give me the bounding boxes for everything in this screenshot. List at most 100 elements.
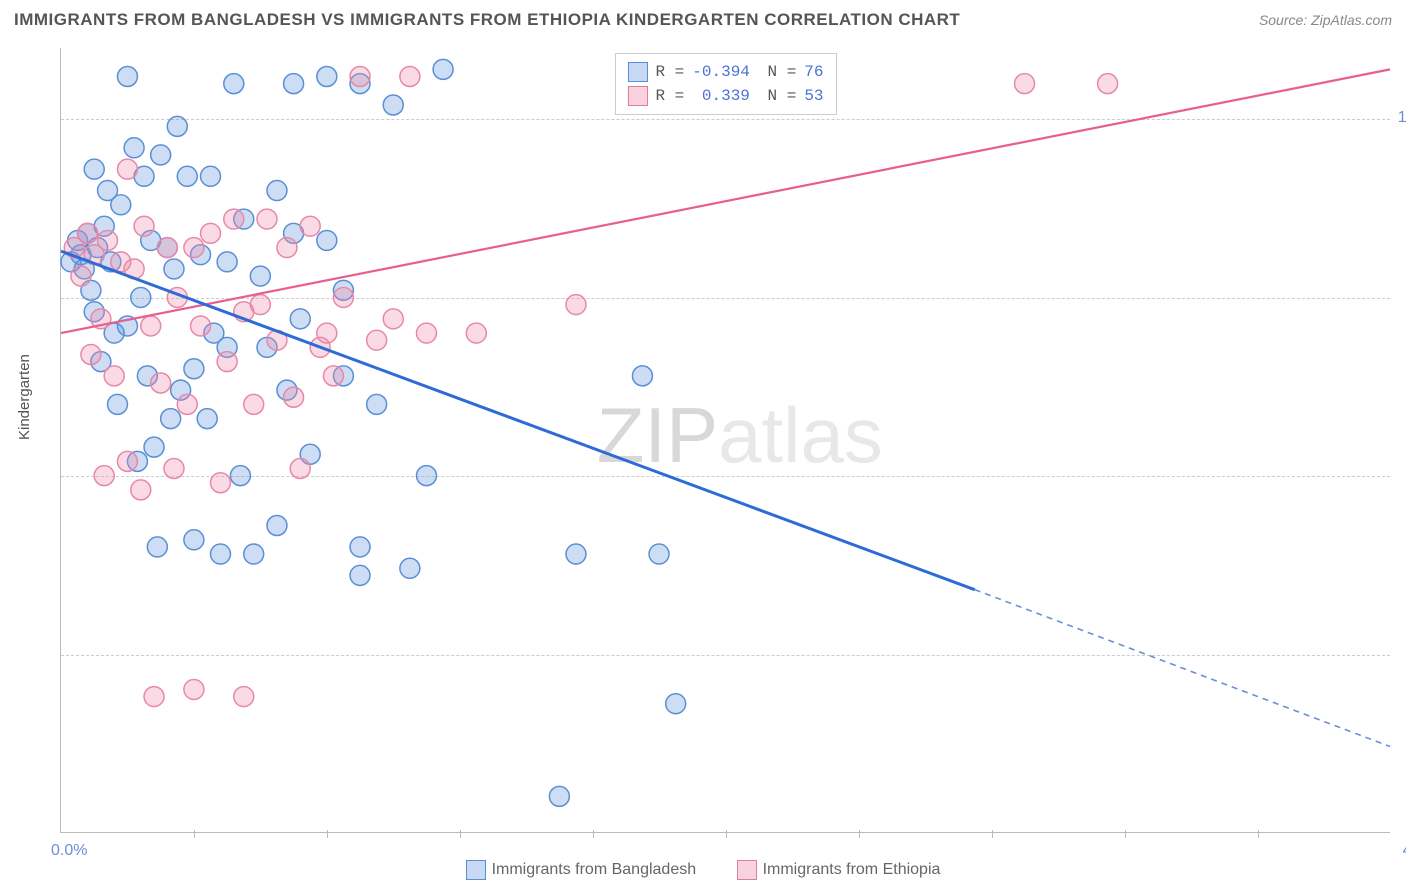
scatter-plot-svg — [61, 48, 1390, 832]
scatter-point — [317, 323, 337, 343]
scatter-point — [191, 316, 211, 336]
trendline-bangladesh-extrapolated — [975, 590, 1390, 747]
legend-row-bangladesh: R = -0.394 N = 76 — [627, 60, 823, 84]
swatch-blue-icon — [466, 860, 486, 880]
correlation-legend: R = -0.394 N = 76 R = 0.339 N = 53 — [614, 53, 836, 115]
scatter-point — [164, 459, 184, 479]
r-value-bangladesh: -0.394 — [692, 63, 750, 81]
scatter-point — [107, 394, 127, 414]
scatter-point — [383, 309, 403, 329]
scatter-point — [164, 259, 184, 279]
scatter-point — [433, 59, 453, 79]
legend-label-ethiopia: Immigrants from Ethiopia — [763, 861, 941, 878]
scatter-point — [649, 544, 669, 564]
scatter-point — [117, 67, 137, 87]
scatter-point — [104, 366, 124, 386]
legend-item-ethiopia: Immigrants from Ethiopia — [737, 861, 941, 878]
r-label: R = — [655, 63, 684, 81]
n-value-bangladesh: 76 — [804, 63, 823, 81]
scatter-point — [184, 530, 204, 550]
scatter-point — [400, 67, 420, 87]
scatter-point — [267, 181, 287, 201]
scatter-point — [217, 352, 237, 372]
swatch-pink — [627, 86, 647, 106]
scatter-point — [466, 323, 486, 343]
n-value-ethiopia: 53 — [804, 87, 823, 105]
source-attribution: Source: ZipAtlas.com — [1259, 12, 1392, 28]
scatter-point — [224, 209, 244, 229]
plot-area: ZIPatlas 92.5%95.0%97.5%100.0% R = -0.39… — [60, 48, 1390, 833]
scatter-point — [184, 238, 204, 258]
scatter-point — [350, 537, 370, 557]
swatch-pink-icon — [737, 860, 757, 880]
scatter-point — [350, 67, 370, 87]
scatter-point — [224, 74, 244, 94]
scatter-point — [290, 459, 310, 479]
scatter-point — [549, 786, 569, 806]
scatter-point — [94, 466, 114, 486]
y-axis-label: Kindergarten — [16, 354, 33, 440]
scatter-point — [98, 230, 118, 250]
scatter-point — [134, 216, 154, 236]
n-label: N = — [758, 63, 796, 81]
chart-container: IMMIGRANTS FROM BANGLADESH VS IMMIGRANTS… — [0, 0, 1406, 892]
scatter-point — [111, 195, 131, 215]
scatter-point — [367, 330, 387, 350]
scatter-point — [277, 238, 297, 258]
scatter-point — [124, 138, 144, 158]
scatter-point — [210, 544, 230, 564]
scatter-point — [416, 323, 436, 343]
scatter-point — [317, 230, 337, 250]
scatter-point — [144, 687, 164, 707]
n-label: N = — [758, 87, 796, 105]
x-tick-label-min: 0.0% — [51, 842, 87, 860]
scatter-point — [184, 359, 204, 379]
x-tick-label-max: 40.0% — [1403, 842, 1406, 860]
scatter-point — [117, 451, 137, 471]
title-bar: IMMIGRANTS FROM BANGLADESH VS IMMIGRANTS… — [0, 10, 1406, 40]
scatter-point — [400, 558, 420, 578]
scatter-point — [177, 166, 197, 186]
scatter-point — [267, 516, 287, 536]
scatter-point — [151, 145, 171, 165]
scatter-point — [131, 480, 151, 500]
r-value-ethiopia: 0.339 — [692, 87, 750, 105]
scatter-point — [666, 694, 686, 714]
scatter-point — [71, 266, 91, 286]
scatter-point — [383, 95, 403, 115]
scatter-point — [141, 316, 161, 336]
scatter-point — [157, 238, 177, 258]
scatter-point — [1015, 74, 1035, 94]
scatter-point — [147, 537, 167, 557]
scatter-point — [78, 223, 98, 243]
scatter-point — [250, 266, 270, 286]
scatter-point — [177, 394, 197, 414]
scatter-point — [317, 67, 337, 87]
scatter-point — [300, 216, 320, 236]
scatter-point — [257, 209, 277, 229]
r-label: R = — [655, 87, 684, 105]
scatter-point — [244, 544, 264, 564]
chart-title: IMMIGRANTS FROM BANGLADESH VS IMMIGRANTS… — [14, 10, 960, 30]
scatter-point — [350, 565, 370, 585]
scatter-point — [84, 159, 104, 179]
scatter-point — [151, 373, 171, 393]
scatter-point — [284, 387, 304, 407]
scatter-point — [566, 295, 586, 315]
scatter-point — [290, 309, 310, 329]
scatter-point — [1098, 74, 1118, 94]
scatter-point — [167, 116, 187, 136]
series-legend: Immigrants from Bangladesh Immigrants fr… — [0, 860, 1406, 880]
scatter-point — [566, 544, 586, 564]
legend-label-bangladesh: Immigrants from Bangladesh — [492, 861, 697, 878]
y-tick-label: 100.0% — [1398, 109, 1406, 127]
scatter-point — [367, 394, 387, 414]
scatter-point — [284, 74, 304, 94]
scatter-point — [416, 466, 436, 486]
scatter-point — [234, 687, 254, 707]
scatter-point — [217, 252, 237, 272]
legend-item-bangladesh: Immigrants from Bangladesh — [466, 861, 701, 878]
scatter-point — [632, 366, 652, 386]
scatter-point — [131, 287, 151, 307]
scatter-point — [333, 287, 353, 307]
